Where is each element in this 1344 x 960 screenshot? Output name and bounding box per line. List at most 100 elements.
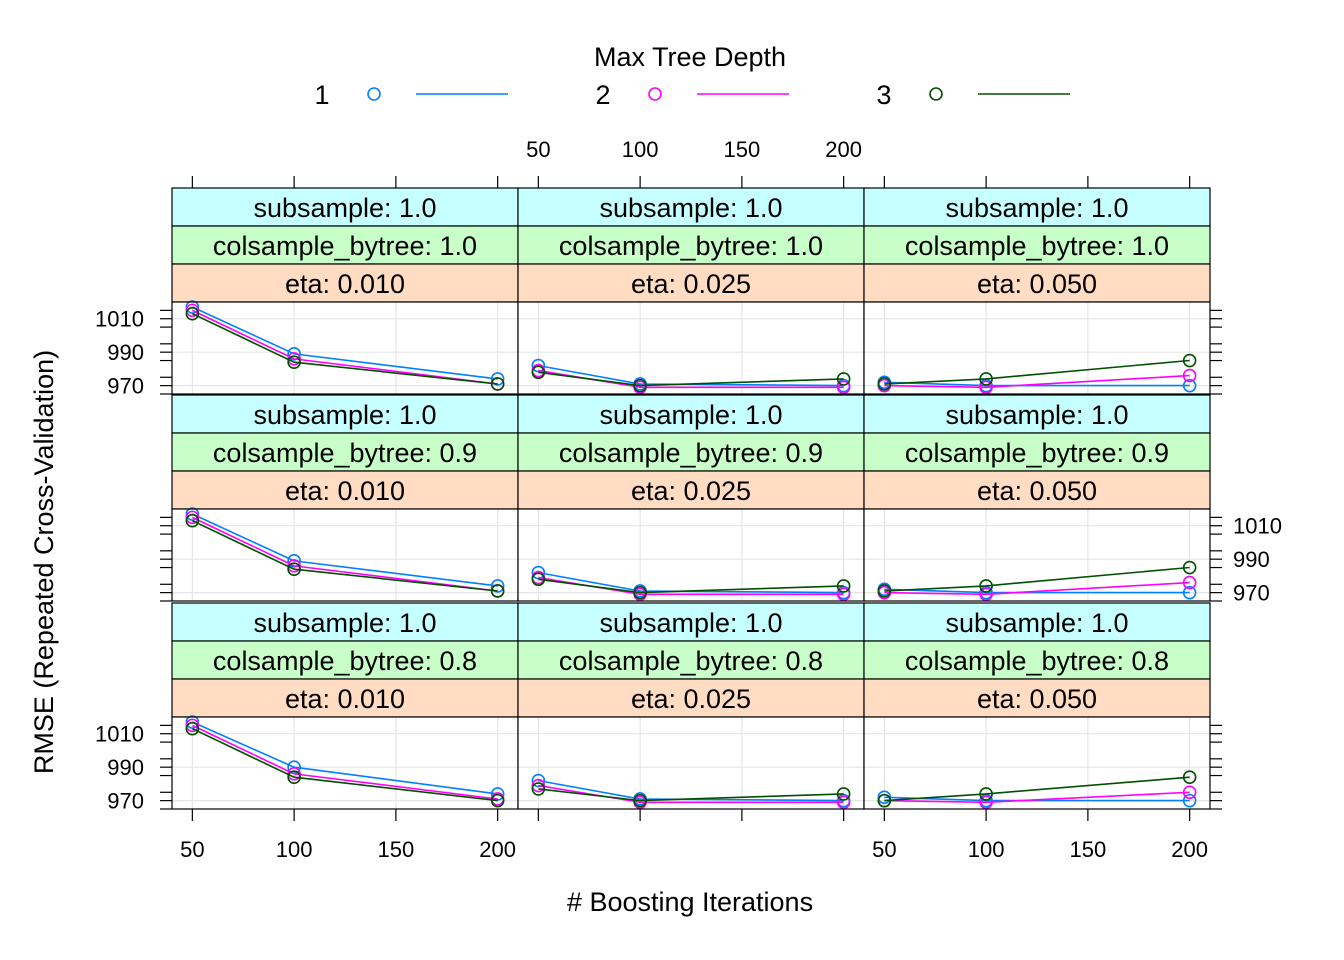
panel-4: subsample: 1.0 colsample_bytree: 0.9 eta: … (171, 394, 519, 602)
panel-6: subsample: 1.0 colsample_bytree: 0.9 eta: … (863, 394, 1211, 602)
strip-subsample-bg (171, 602, 519, 642)
strip-colsample-bg (517, 225, 865, 265)
strip-subsample-label: subsample: 1.0 (253, 193, 436, 223)
data-point-3 (287, 562, 301, 577)
y-tick-label-left: 990 (107, 755, 144, 780)
series-line-3 (192, 727, 498, 802)
data-point-1 (185, 507, 200, 521)
x-tick-label-bottom: 150 (378, 837, 415, 862)
data-point-3 (185, 513, 200, 528)
panel-frame (863, 508, 1211, 602)
strip-subsample-label: subsample: 1.0 (599, 400, 782, 430)
data-point-1 (531, 565, 546, 580)
panel-5: subsample: 1.0 colsample_bytree: 0.9 eta: … (517, 394, 865, 602)
data-point-3 (531, 365, 546, 380)
legend-marker-1 (367, 87, 381, 101)
strip-eta-label: eta: 0.025 (631, 269, 751, 299)
data-point-2 (979, 380, 993, 395)
series-line-2 (884, 374, 1190, 389)
strip-eta-label: eta: 0.010 (285, 684, 405, 714)
strip-eta-bg (863, 678, 1211, 718)
series-line-2 (884, 581, 1190, 596)
series-line-3 (884, 776, 1190, 802)
x-tick-label-bottom: 150 (1070, 837, 1107, 862)
data-point-3 (633, 378, 647, 393)
legend-title: Max Tree Depth (594, 42, 786, 72)
data-point-1 (531, 773, 546, 788)
strip-colsample-bg (171, 432, 519, 472)
data-point-3 (531, 782, 546, 796)
data-point-3 (1182, 770, 1197, 785)
data-point-3 (531, 572, 546, 587)
series-line-2 (538, 784, 844, 804)
data-point-3 (877, 793, 892, 808)
x-tick-label-bottom: 50 (180, 837, 204, 862)
data-point-2 (1182, 368, 1197, 383)
y-tick-label-left: 1010 (95, 307, 144, 332)
strip-subsample-bg (171, 394, 519, 434)
strip-eta-bg (517, 678, 865, 718)
legend-label-1: 1 (314, 80, 329, 110)
data-point-3 (836, 787, 851, 801)
data-point-3 (490, 584, 505, 598)
y-tick-label-left: 970 (107, 374, 144, 399)
data-point-1 (877, 790, 892, 805)
strip-subsample-bg (517, 602, 865, 642)
series-line-3 (884, 359, 1190, 385)
strip-colsample-label: colsample_bytree: 0.9 (213, 438, 477, 468)
x-tick-label-bottom: 50 (872, 837, 896, 862)
axes: 50 100 150 200 50 100 150 200 50 100 150 200 970 990 1… (95, 137, 1282, 862)
panel-frame (863, 301, 1211, 395)
data-point-1 (531, 358, 546, 373)
data-point-2 (185, 303, 200, 318)
strip-colsample-bg (171, 225, 519, 265)
data-point-2 (836, 795, 851, 810)
series-line-3 (192, 312, 498, 385)
series-line-3 (538, 578, 844, 594)
data-point-1 (1182, 378, 1197, 393)
strip-eta-bg (863, 263, 1211, 303)
data-point-1 (185, 715, 200, 729)
strip-subsample-bg (171, 187, 519, 227)
data-point-3 (185, 721, 200, 736)
data-point-1 (185, 300, 200, 314)
data-point-1 (287, 347, 301, 361)
data-point-3 (979, 372, 993, 386)
y-axis-title: RMSE (Repeated Cross-Validation) (29, 350, 59, 774)
strip-eta-bg (517, 470, 865, 510)
x-tick-label-bottom: 100 (968, 837, 1005, 862)
strip-colsample-label: colsample_bytree: 1.0 (213, 231, 477, 261)
data-point-3 (836, 372, 851, 386)
y-tick-label-left: 990 (107, 340, 144, 365)
data-point-3 (490, 793, 505, 808)
x-tick-label-top: 150 (724, 137, 761, 162)
x-tick-label-bottom: 100 (276, 837, 313, 862)
data-point-2 (979, 795, 993, 810)
strip-eta-label: eta: 0.050 (977, 269, 1097, 299)
panel-8: subsample: 1.0 colsample_bytree: 0.8 eta: … (517, 602, 865, 810)
data-point-2 (185, 510, 200, 525)
data-point-1 (1182, 585, 1197, 600)
data-point-1 (1182, 793, 1197, 808)
plot-area (864, 302, 1210, 394)
series-line-1 (192, 306, 498, 380)
y-tick-label-right: 970 (1233, 581, 1270, 606)
series-line-1 (192, 513, 498, 587)
strip-subsample-label: subsample: 1.0 (599, 608, 782, 638)
y-tick-label-right: 990 (1233, 547, 1270, 572)
strip-colsample-label: colsample_bytree: 0.9 (905, 438, 1169, 468)
strip-eta-label: eta: 0.050 (977, 684, 1097, 714)
strip-colsample-label: colsample_bytree: 0.8 (213, 646, 477, 676)
strip-colsample-label: colsample_bytree: 1.0 (559, 231, 823, 261)
series-line-3 (538, 371, 844, 387)
plot-area (864, 717, 1210, 809)
strip-eta-bg (517, 263, 865, 303)
strip-colsample-label: colsample_bytree: 0.8 (905, 646, 1169, 676)
strip-colsample-bg (171, 640, 519, 680)
data-point-3 (185, 306, 200, 321)
strip-colsample-bg (863, 225, 1211, 265)
strip-eta-bg (863, 470, 1211, 510)
strip-subsample-label: subsample: 1.0 (253, 608, 436, 638)
strip-eta-bg (171, 470, 519, 510)
